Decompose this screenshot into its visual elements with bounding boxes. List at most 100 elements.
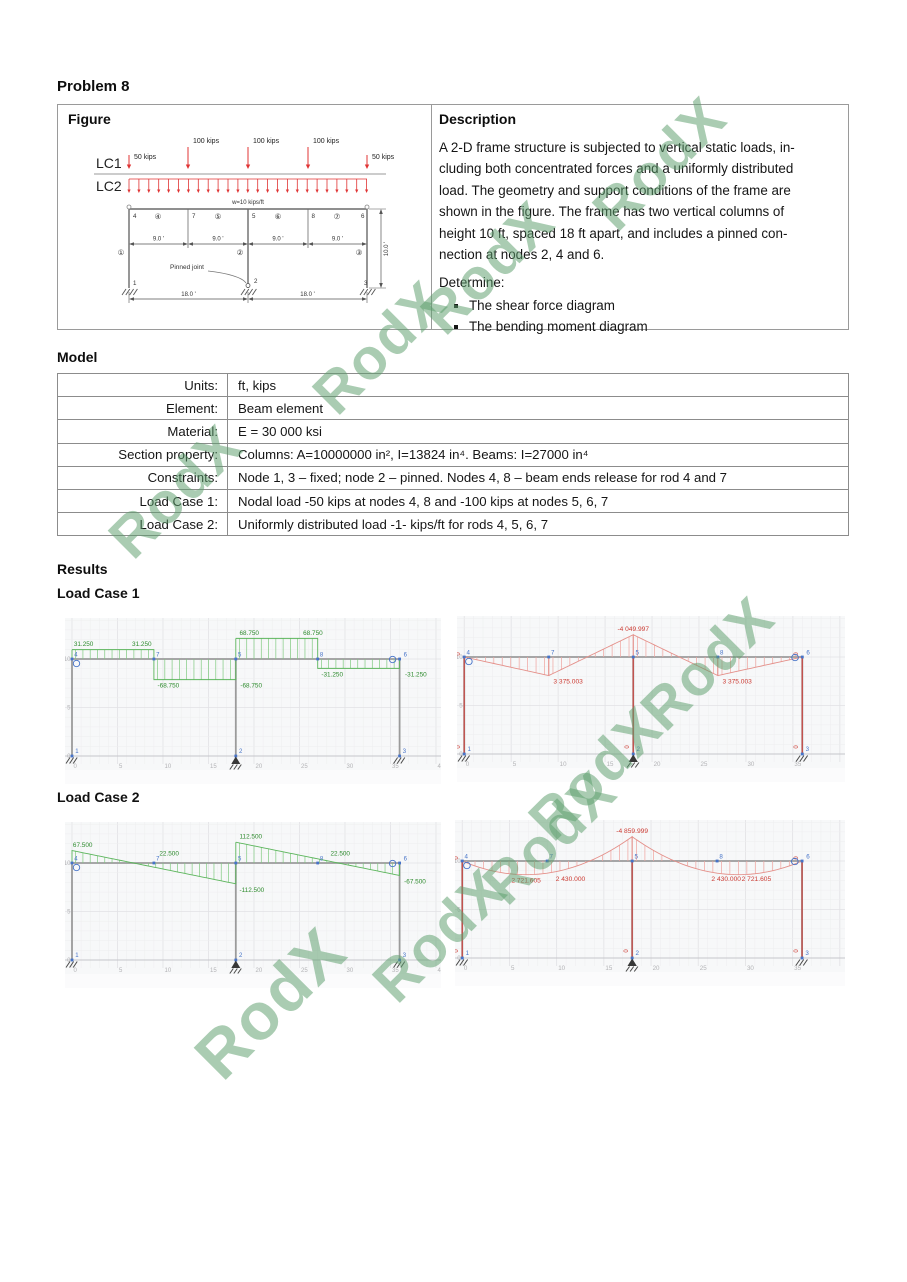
svg-text:Pinned joint: Pinned joint: [170, 264, 204, 271]
svg-text:30: 30: [747, 965, 755, 972]
svg-text:112.500: 112.500: [239, 834, 262, 841]
svg-text:18.0 ': 18.0 ': [181, 292, 196, 298]
svg-text:20: 20: [654, 761, 661, 768]
svg-text:5: 5: [634, 854, 638, 861]
model-row-value: Uniformly distributed load -1- kips/ft f…: [227, 512, 849, 537]
svg-text:0: 0: [624, 745, 631, 749]
svg-text:-67.500: -67.500: [404, 878, 426, 885]
svg-text:31.250: 31.250: [132, 641, 152, 648]
svg-text:0: 0: [67, 958, 71, 964]
description-line: nection at nodes 2, 4 and 6.: [439, 247, 605, 263]
svg-text:3: 3: [403, 953, 407, 959]
svg-text:③: ③: [356, 248, 363, 257]
svg-text:2: 2: [635, 950, 639, 957]
svg-text:7: 7: [192, 213, 196, 220]
svg-text:30: 30: [747, 761, 754, 768]
svg-text:35: 35: [794, 761, 801, 768]
svg-text:7: 7: [156, 653, 160, 659]
svg-text:0: 0: [457, 955, 461, 962]
svg-text:10: 10: [165, 968, 172, 974]
svg-text:3: 3: [806, 746, 810, 753]
frame-figure: LC1 100 kips 100 kips 100 kips 50 kips 50 kip…: [94, 138, 395, 303]
svg-text:-31.250: -31.250: [405, 671, 427, 678]
svg-text:5: 5: [636, 650, 640, 657]
svg-text:30: 30: [347, 764, 354, 770]
svg-text:4: 4: [74, 653, 78, 659]
model-row-value: Node 1, 3 – fixed; node 2 – pinned. Node…: [227, 465, 849, 490]
svg-text:31.250: 31.250: [74, 641, 94, 648]
svg-text:⑥: ⑥: [275, 212, 282, 221]
svg-text:25: 25: [301, 764, 308, 770]
determine-item: The bending moment diagram: [469, 316, 836, 337]
svg-text:LC1: LC1: [96, 155, 122, 171]
svg-text:0: 0: [466, 761, 470, 768]
svg-text:5: 5: [238, 653, 242, 659]
svg-text:⑦: ⑦: [334, 212, 341, 221]
svg-text:30: 30: [347, 968, 354, 974]
svg-text:0: 0: [455, 856, 460, 860]
svg-text:-112.500: -112.500: [239, 887, 264, 894]
svg-text:67.500: 67.500: [73, 842, 93, 849]
svg-text:15: 15: [605, 965, 613, 972]
svg-text:1: 1: [75, 953, 79, 959]
svg-text:4: 4: [74, 857, 78, 863]
svg-text:50 kips: 50 kips: [134, 154, 157, 161]
svg-text:2 721.605: 2 721.605: [742, 876, 772, 883]
svg-text:0: 0: [793, 856, 800, 860]
figure-description-panel: Figure LC1 100 kips 100 kips 100 kips 50 kip…: [57, 104, 849, 334]
svg-text:10: 10: [455, 858, 461, 865]
determine-label: Determine:: [439, 275, 505, 291]
svg-text:④: ④: [155, 212, 162, 221]
description-paragraph: A 2-D frame structure is subjected to ve…: [439, 137, 836, 265]
description-line: height 10 ft, spaced 18 ft apart, and in…: [439, 225, 788, 241]
model-row-label: Section property:: [57, 442, 228, 467]
svg-text:20: 20: [653, 965, 661, 972]
determine-item: The shear force diagram: [469, 295, 836, 316]
description-line: shown in the figure. The frame has two v…: [439, 204, 785, 220]
description-header: Description: [439, 111, 517, 127]
svg-text:100 kips: 100 kips: [253, 138, 280, 145]
svg-text:0: 0: [455, 949, 460, 953]
svg-text:10: 10: [65, 657, 71, 663]
svg-text:⑤: ⑤: [215, 212, 222, 221]
svg-text:10.0 ': 10.0 ': [384, 242, 390, 257]
svg-text:50 kips: 50 kips: [372, 154, 395, 161]
description-line: A 2-D frame structure is subjected to ve…: [439, 140, 795, 155]
svg-text:4: 4: [466, 650, 470, 657]
svg-text:0: 0: [793, 652, 800, 656]
svg-text:2 430.000: 2 430.000: [556, 876, 586, 883]
svg-text:22.500: 22.500: [330, 850, 350, 857]
results-header: Results: [57, 561, 108, 577]
description-line: load. The geometry and support condition…: [439, 182, 791, 198]
model-header: Model: [57, 349, 98, 365]
figure-panel: Figure LC1 100 kips 100 kips 100 kips 50 kip…: [58, 105, 432, 329]
model-table-row: Load Case 1: Nodal load -50 kips at nodes…: [57, 488, 849, 514]
svg-text:10: 10: [65, 861, 71, 867]
svg-text:3 375.003: 3 375.003: [553, 679, 583, 686]
svg-text:6: 6: [404, 857, 408, 863]
svg-text:2: 2: [637, 746, 641, 753]
model-row-label: Constraints:: [57, 465, 228, 490]
svg-text:5: 5: [67, 910, 71, 916]
svg-text:2: 2: [254, 278, 258, 285]
svg-text:6: 6: [361, 213, 365, 220]
load-case-2-header: Load Case 2: [57, 789, 140, 805]
figure-header: Figure: [68, 111, 111, 127]
svg-text:0: 0: [793, 745, 800, 749]
svg-text:10: 10: [560, 761, 567, 768]
svg-text:2: 2: [239, 749, 243, 755]
svg-text:5: 5: [459, 703, 463, 710]
svg-text:68.750: 68.750: [303, 630, 323, 637]
svg-text:1: 1: [466, 950, 470, 957]
svg-text:15: 15: [210, 968, 217, 974]
svg-text:-4 859.999: -4 859.999: [616, 828, 648, 835]
model-row-label: Material:: [57, 419, 228, 444]
svg-text:68.750: 68.750: [239, 630, 259, 637]
svg-text:-68.750: -68.750: [240, 683, 262, 690]
svg-text:10: 10: [457, 654, 463, 661]
svg-text:9.0 ': 9.0 ': [332, 237, 343, 243]
model-table-row: Units: ft, kips: [57, 372, 849, 398]
model-row-value: ft, kips: [227, 372, 849, 398]
